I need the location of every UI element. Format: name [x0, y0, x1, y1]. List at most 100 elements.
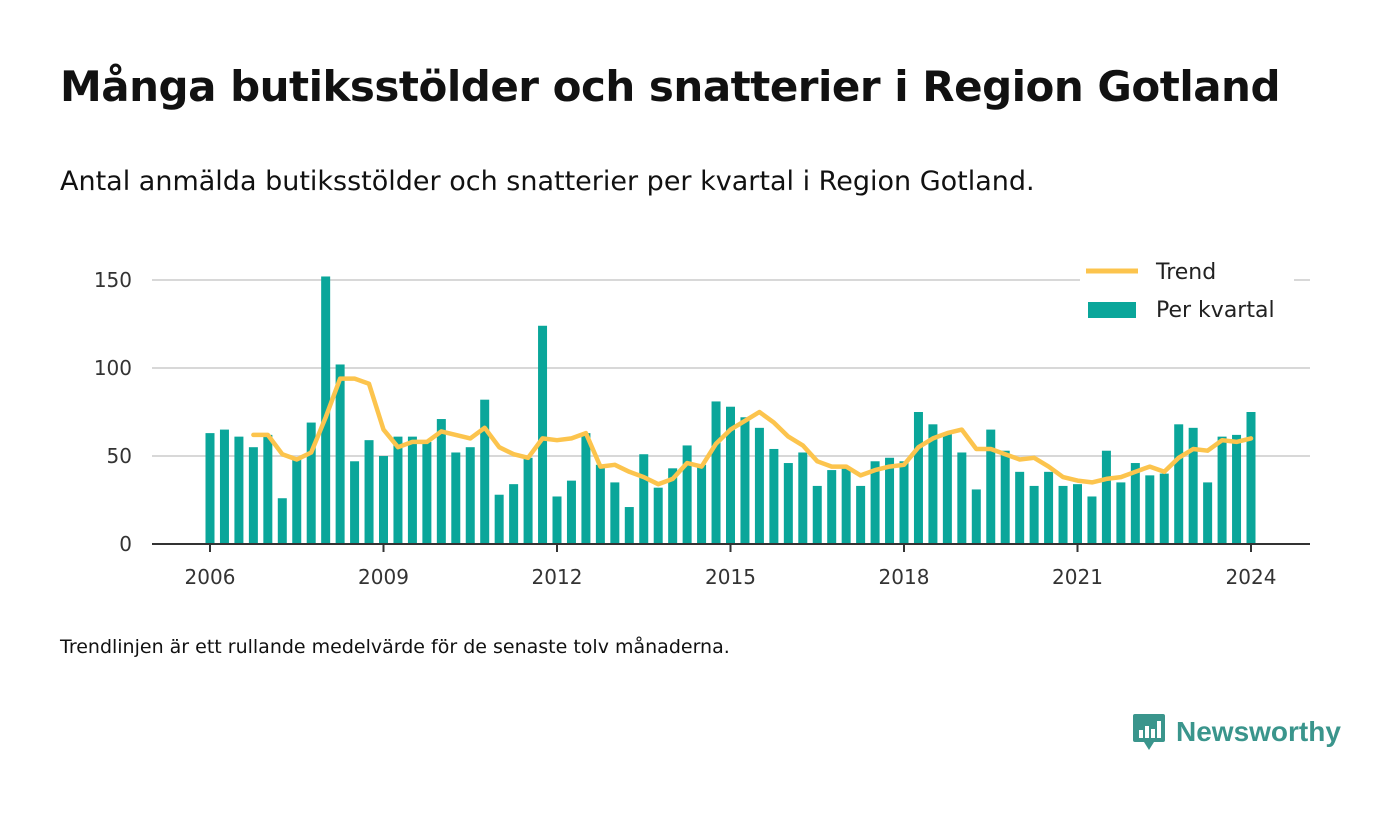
bar: [1145, 475, 1155, 544]
bar: [769, 448, 779, 544]
bar: [1000, 450, 1010, 544]
bar: [957, 452, 967, 544]
brand-logo: Newsworthy: [1132, 712, 1341, 752]
bar: [1203, 482, 1213, 544]
bar: [1058, 485, 1068, 544]
bar: [523, 457, 533, 544]
bar: [234, 436, 244, 544]
bar: [798, 452, 808, 544]
bar: [350, 461, 360, 544]
bar: [364, 440, 374, 544]
bar: [248, 447, 258, 544]
bar: [668, 468, 678, 544]
bar: [827, 470, 837, 544]
bar: [1246, 412, 1256, 544]
bar: [335, 364, 345, 544]
bar: [292, 457, 302, 544]
trend-series: [251, 376, 1254, 487]
bar: [1217, 436, 1227, 544]
bar: [913, 412, 923, 544]
bar: [856, 485, 866, 544]
bar: [653, 487, 663, 544]
y-tick-label: 150: [94, 268, 132, 292]
bar: [379, 456, 388, 544]
bar-series: [205, 276, 1256, 544]
bar: [219, 429, 229, 544]
bar: [1029, 485, 1039, 544]
bar: [1116, 482, 1126, 544]
newsworthy-logo-icon: [1133, 714, 1165, 750]
trend-line: [251, 376, 1254, 487]
bar: [451, 452, 461, 544]
bar: [321, 276, 331, 544]
bar: [1174, 424, 1184, 544]
bar: [277, 498, 287, 544]
bar-line-chart: 0 50 100 150 2006 2009 2012 2015 2018 2021 2024 T…: [93, 256, 1310, 589]
bar: [610, 482, 620, 544]
x-axis: 2006 2009 2012 2015 2018 2021 2024: [152, 543, 1310, 589]
bar: [971, 489, 981, 544]
bar: [639, 454, 649, 544]
bar: [422, 441, 432, 544]
bar: [1130, 463, 1140, 544]
bar: [711, 401, 721, 544]
bar: [1073, 484, 1082, 544]
bar: [1188, 427, 1198, 544]
legend-trend-label: Trend: [1155, 260, 1216, 285]
y-tick-label: 0: [119, 532, 132, 556]
bar: [870, 461, 880, 544]
y-tick-label: 50: [107, 444, 132, 468]
bar: [509, 484, 519, 544]
bar: [1159, 473, 1169, 544]
brand-name: Newsworthy: [1176, 716, 1341, 747]
y-axis-tick-labels: 0 50 100 150: [94, 268, 132, 556]
bar: [1044, 471, 1054, 544]
bar: [1087, 496, 1097, 544]
bar: [480, 399, 490, 544]
bar: [754, 427, 764, 544]
bar: [899, 461, 909, 544]
bar: [928, 424, 938, 544]
x-tick-label: 2015: [705, 565, 756, 589]
bar: [986, 429, 996, 544]
bar: [726, 406, 735, 544]
bar: [581, 433, 591, 544]
bar: [783, 463, 793, 544]
bar: [740, 417, 750, 544]
bar: [436, 419, 446, 544]
legend-bar-swatch: [1088, 302, 1136, 318]
chart-subtitle: Antal anmälda butiksstölder och snatteri…: [60, 166, 1035, 197]
y-tick-label: 100: [94, 356, 132, 380]
bar: [682, 445, 692, 544]
bar: [465, 447, 475, 544]
bar: [697, 464, 707, 544]
bar: [494, 494, 504, 544]
bar: [263, 434, 273, 544]
bar: [595, 464, 605, 544]
chart-title: Många butiksstölder och snatterier i Reg…: [60, 62, 1281, 111]
bar: [1232, 434, 1242, 544]
bar: [942, 433, 952, 544]
bar: [393, 436, 403, 544]
bar: [205, 433, 215, 544]
chart-footnote: Trendlinjen är ett rullande medelvärde f…: [60, 636, 730, 658]
bar: [407, 436, 417, 544]
bar: [624, 507, 634, 544]
bar: [841, 468, 851, 544]
x-tick-label: 2024: [1226, 565, 1277, 589]
bar: [885, 457, 895, 544]
x-tick-label: 2018: [879, 565, 930, 589]
chart-legend: Trend Per kvartal: [1080, 256, 1294, 336]
bar: [1101, 450, 1111, 544]
x-tick-label: 2012: [532, 565, 583, 589]
bar: [1015, 471, 1025, 544]
legend-bar-label: Per kvartal: [1156, 298, 1275, 323]
x-tick-label: 2009: [358, 565, 409, 589]
x-tick-label: 2006: [185, 565, 236, 589]
bar: [812, 485, 822, 544]
bar: [552, 496, 562, 544]
bar: [538, 325, 548, 544]
bar: [306, 422, 316, 544]
bar: [566, 480, 576, 544]
x-tick-label: 2021: [1052, 565, 1103, 589]
